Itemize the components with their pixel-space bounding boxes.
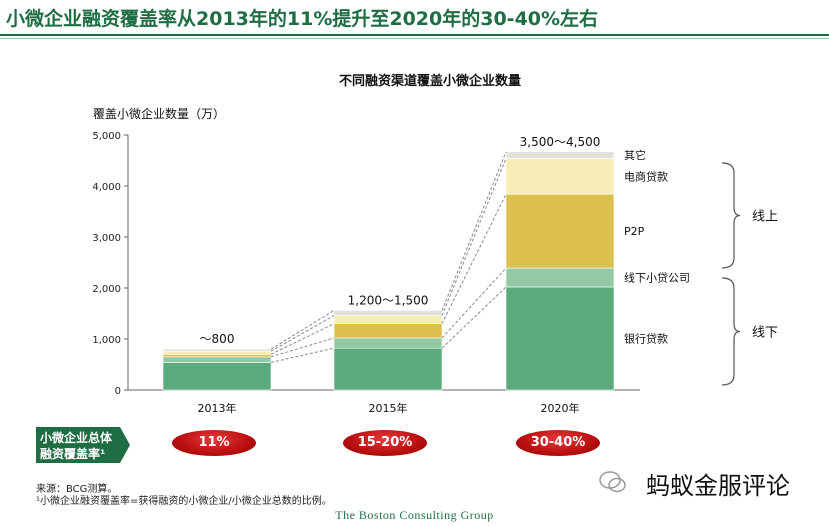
dashed-connector — [270, 347, 335, 363]
watermark: 蚂蚁金服评论 — [646, 472, 790, 500]
dashed-connector — [441, 151, 507, 311]
y-tick-label: 2,000 — [92, 284, 121, 295]
y-tick-label: 5,000 — [92, 131, 121, 142]
series-legend-label: 银行贷款 — [624, 331, 668, 345]
y-tick-label: 3,000 — [92, 233, 121, 244]
group-label: 线上 — [752, 210, 778, 225]
dashed-connector — [441, 267, 507, 339]
dashed-connector — [270, 315, 335, 352]
x-tick-label: 2015年 — [369, 401, 408, 415]
coverage-rate-2020: 30-40% — [516, 430, 600, 456]
bar-segment — [162, 353, 272, 358]
bar-segment — [505, 151, 615, 159]
y-tick-label: 1,000 — [92, 335, 121, 346]
group-label: 线下 — [752, 326, 778, 341]
y-tick-label: 4,000 — [92, 182, 121, 193]
dashed-connector — [270, 323, 335, 355]
y-tick-label: 0 — [115, 386, 121, 397]
bar-segment — [333, 347, 443, 391]
dashed-connector — [270, 310, 335, 350]
company-name: The Boston Consulting Group — [335, 508, 494, 522]
bar-segment — [505, 267, 615, 288]
y-axis-label: 覆盖小微企业数量（万） — [93, 106, 225, 121]
dashed-connector — [441, 286, 507, 349]
coverage-rate-2013: 11% — [172, 430, 256, 456]
title-divider — [0, 34, 829, 36]
wechat-icon — [599, 471, 626, 493]
bar-segment — [505, 158, 615, 195]
footnote-definition: ¹小微企业融资覆盖率=获得融资的小微企业/小微企业总数的比例。 — [36, 496, 332, 507]
bar-segment — [162, 356, 272, 363]
dashed-connector — [441, 158, 507, 316]
x-tick-label: 2020年 — [541, 401, 580, 415]
slide-title: 小微企业融资覆盖率从2013年的11%提升至2020年的30-40%左右 — [6, 8, 599, 30]
coverage-label-line2: 融资覆盖率¹ — [40, 447, 106, 461]
series-legend-label: 电商贷款 — [624, 169, 668, 183]
bar-segment — [505, 193, 615, 269]
bar-segment — [162, 348, 272, 352]
bar-segment — [505, 286, 615, 391]
total-data-label: 3,500～4,500 — [520, 135, 601, 149]
bar-segment — [333, 315, 443, 325]
series-legend-label: 线下小贷公司 — [624, 271, 690, 285]
footnote-source: 来源：BCG测算。 — [36, 484, 118, 495]
coverage-label-line1: 小微企业总体 — [40, 431, 113, 445]
total-data-label: 1,200～1,500 — [348, 293, 429, 307]
x-tick-label: 2013年 — [198, 401, 237, 415]
group-brace — [721, 277, 741, 386]
dashed-connector — [441, 193, 507, 324]
title-divider-thin — [0, 38, 829, 39]
series-legend-label: 其它 — [624, 148, 646, 162]
bar-segment — [333, 337, 443, 349]
total-data-label: ～800 — [200, 332, 235, 346]
coverage-rate-label: 小微企业总体 融资覆盖率¹ — [36, 427, 130, 463]
chart-title: 不同融资渠道覆盖小微企业数量 — [339, 73, 521, 89]
bar-segment — [333, 323, 443, 339]
bar-segment — [162, 362, 272, 391]
dashed-connector — [270, 337, 335, 358]
bar-segment — [162, 350, 272, 355]
bar-segment — [333, 310, 443, 316]
coverage-rate-2015: 15-20% — [343, 430, 427, 456]
group-brace — [721, 162, 741, 269]
series-legend-label: P2P — [624, 225, 645, 238]
